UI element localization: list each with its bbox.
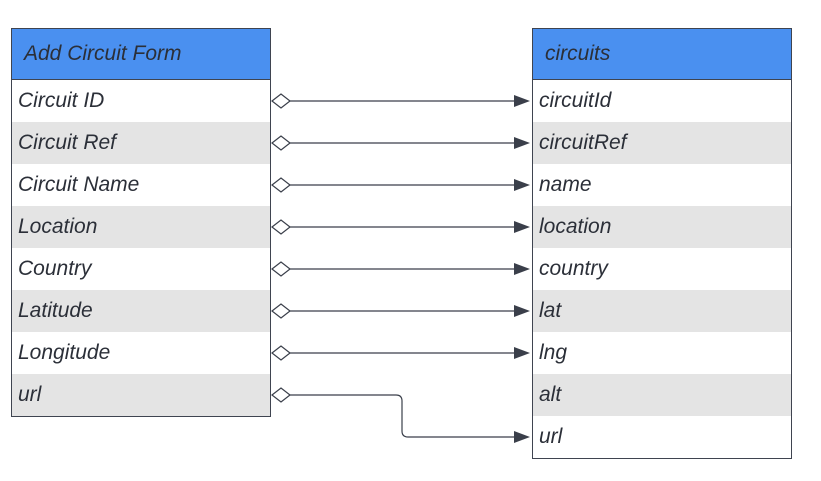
db-column-row: url (539, 425, 563, 448)
db-column-row: circuitId (539, 89, 612, 112)
db-column-row: lng (539, 341, 568, 364)
form-field-row: Location (12, 206, 270, 248)
form-field-row: Country (18, 257, 92, 280)
diamond-connector-icon (271, 219, 291, 235)
db-column-row: location (533, 206, 791, 248)
arrowhead-icon (514, 347, 530, 359)
diamond-connector-icon (271, 345, 291, 361)
arrowhead-icon (514, 179, 530, 191)
form-field-row: Circuit Name (18, 173, 140, 196)
arrowhead-icon (514, 137, 530, 149)
form-table-title: Add Circuit Form (12, 29, 270, 80)
form-field-row: Circuit ID (18, 89, 105, 112)
arrowhead-icon (514, 221, 530, 233)
db-column-row: country (539, 257, 608, 280)
diamond-connector-icon (271, 303, 291, 319)
form-field-row: Circuit Ref (12, 122, 270, 164)
arrowhead-icon (514, 95, 530, 107)
db-column-row: name (539, 173, 592, 196)
form-field-row: url (12, 374, 270, 416)
arrowhead-icon (514, 263, 530, 275)
db-column-row: alt (533, 374, 791, 416)
db-column-row: circuitRef (533, 122, 791, 164)
db-table-title: circuits (533, 29, 791, 80)
diamond-connector-icon (271, 177, 291, 193)
form-field-row: Longitude (18, 341, 111, 364)
arrowhead-icon (514, 431, 530, 443)
arrowhead-icon (514, 305, 530, 317)
diamond-connector-icon (271, 387, 291, 403)
db-column-row: lat (533, 290, 791, 332)
diamond-connector-icon (271, 261, 291, 277)
diamond-connector-icon (271, 93, 291, 109)
circuits-table: circuits circuitId circuitRef name locat… (532, 28, 792, 459)
mapping-line (290, 394, 514, 438)
diamond-connector-icon (271, 135, 291, 151)
form-field-row: Latitude (12, 290, 270, 332)
add-circuit-form-table: Add Circuit Form Circuit ID Circuit Ref … (11, 28, 271, 417)
